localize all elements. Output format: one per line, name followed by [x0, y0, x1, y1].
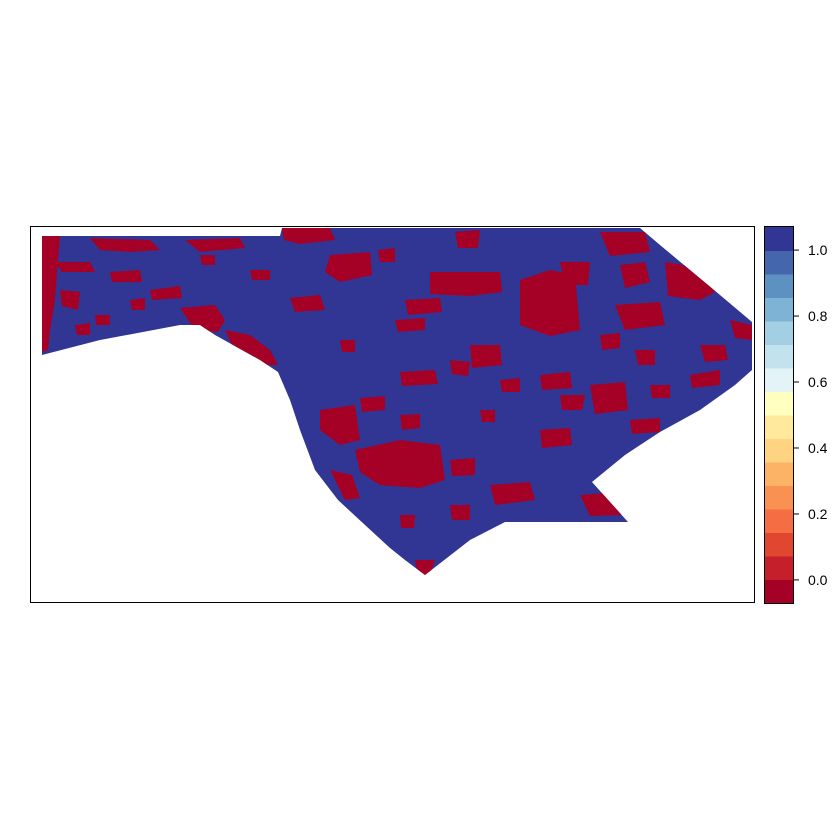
colorbar-tick-label: 1.0 [808, 242, 828, 258]
low-value-patch [590, 382, 628, 414]
low-value-patch [520, 270, 580, 336]
low-value-patch [560, 262, 590, 285]
low-value-patch [340, 340, 355, 352]
colorbar-band [765, 579, 793, 604]
low-value-patch [400, 414, 420, 430]
colorbar-ticks: 0.0 0.2 0.4 0.6 0.8 1.0 [793, 242, 828, 588]
low-value-patch [55, 262, 95, 272]
low-value-patch [405, 298, 442, 315]
colorbar-band [765, 274, 793, 298]
colorbar-band [765, 415, 793, 439]
colorbar-tick-label: 0.6 [808, 374, 828, 390]
low-value-patch [355, 440, 445, 488]
low-value-patch [665, 262, 715, 300]
low-value-patch [455, 230, 480, 248]
colorbar-band [765, 297, 793, 322]
colorbar-tick-label: 0.2 [808, 506, 828, 522]
low-value-patch [330, 470, 360, 500]
low-value-patch [600, 333, 620, 350]
colorbar-tick-label: 0.4 [808, 440, 828, 456]
colorbar-band [765, 368, 793, 392]
low-value-patch [630, 418, 660, 434]
low-value-patches [42, 228, 752, 575]
low-value-patch [75, 323, 90, 335]
low-value-patch [200, 255, 215, 265]
low-value-patch [690, 370, 720, 388]
colorbar-legend: 0.0 0.2 0.4 0.6 0.8 1.0 [764, 226, 828, 604]
colorbar-band [765, 556, 793, 580]
low-value-patch [90, 238, 160, 252]
low-value-patch [320, 405, 360, 445]
low-value-patch [42, 236, 60, 352]
low-value-patch [60, 290, 80, 310]
low-value-patch [700, 345, 728, 362]
low-value-patch [395, 318, 425, 332]
low-value-patch [185, 238, 245, 252]
colorbar-band [765, 344, 793, 369]
raster-region [42, 228, 752, 575]
colorbar-tick-label: 0.0 [808, 572, 828, 588]
low-value-patch [360, 396, 385, 412]
low-value-patch [615, 302, 665, 330]
low-value-patch [95, 315, 110, 325]
low-value-patch [180, 305, 225, 332]
low-value-patch [250, 270, 270, 280]
low-value-patch [378, 248, 395, 262]
low-value-patch [130, 298, 145, 310]
low-value-patch [730, 320, 752, 340]
low-value-patch [400, 515, 415, 528]
low-value-patch [560, 395, 585, 410]
low-value-patch [600, 232, 650, 256]
colorbar-band [765, 227, 793, 251]
low-value-patch [225, 330, 278, 365]
low-value-patch [282, 228, 335, 244]
low-value-patch [490, 482, 535, 505]
low-value-patch [620, 262, 650, 288]
colorbar-bands [765, 227, 793, 604]
colorbar-band [765, 462, 793, 486]
colorbar-band [765, 485, 793, 510]
low-value-patch [450, 360, 470, 376]
low-value-patch [110, 270, 142, 282]
low-value-patch [150, 286, 182, 300]
low-value-patch [470, 345, 502, 368]
low-value-patch [450, 505, 470, 520]
low-value-patch [290, 295, 325, 312]
map-frame [30, 226, 755, 603]
colorbar-border [764, 226, 794, 604]
colorbar-band [765, 391, 793, 416]
low-value-patch [500, 378, 520, 392]
low-value-patch [325, 252, 372, 282]
colorbar-band [765, 321, 793, 345]
colorbar-band [765, 438, 793, 463]
colorbar-band [765, 509, 793, 533]
low-value-patch [540, 428, 572, 448]
low-value-patch [450, 458, 475, 476]
low-value-patch [480, 410, 495, 422]
colorbar-band [765, 250, 793, 275]
colorbar-tick-label: 0.8 [808, 308, 828, 324]
low-value-patch [650, 385, 670, 398]
low-value-patch [635, 350, 655, 365]
low-value-patch [430, 272, 502, 296]
low-value-patch [400, 370, 438, 386]
low-value-patch [415, 560, 435, 575]
low-value-patch [540, 372, 572, 390]
colorbar-band [765, 532, 793, 557]
